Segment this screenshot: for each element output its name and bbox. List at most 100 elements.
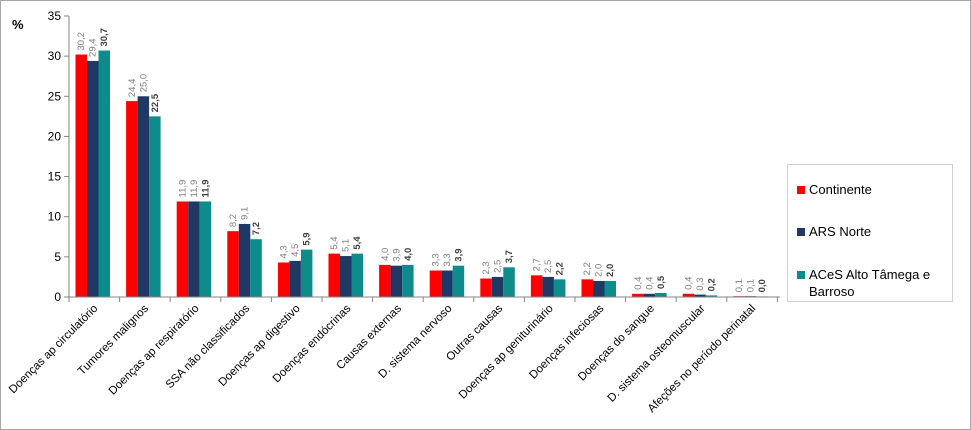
- y-tick-label: 30: [48, 49, 62, 63]
- data-label: 4,5: [290, 244, 301, 257]
- bar: [188, 201, 200, 297]
- data-label: 0,1: [746, 279, 757, 292]
- legend-item-continente: Continente: [797, 181, 949, 198]
- data-label: 2,3: [481, 261, 492, 274]
- legend-label-continente: Continente: [809, 182, 872, 197]
- data-label: 0,3: [695, 277, 706, 290]
- data-label: 11,9: [177, 180, 188, 198]
- y-tick-label: 15: [48, 170, 62, 184]
- data-label: 5,4: [329, 236, 340, 249]
- legend-item-ars-norte: ARS Norte: [797, 223, 949, 240]
- bar: [390, 265, 403, 297]
- data-label: 24,4: [127, 79, 138, 98]
- bar: [655, 292, 667, 297]
- bar: [632, 293, 644, 297]
- bar: [87, 60, 99, 298]
- bar: [277, 262, 290, 297]
- bar: [530, 275, 543, 297]
- data-label: 2,5: [543, 260, 554, 273]
- data-label: 25,0: [138, 74, 149, 93]
- data-label: 3,3: [430, 253, 441, 266]
- bar: [694, 294, 706, 297]
- data-label: 0,4: [644, 277, 655, 290]
- bar: [581, 279, 593, 297]
- y-tick-label: 10: [48, 210, 62, 224]
- bar: [682, 293, 695, 297]
- bar: [289, 260, 301, 297]
- data-label: 2,2: [555, 262, 566, 275]
- data-label: 2,7: [532, 258, 543, 271]
- bar: [238, 223, 251, 297]
- bar: [149, 116, 161, 297]
- bar: [643, 293, 656, 297]
- bar: [75, 54, 87, 298]
- bar: [480, 278, 492, 297]
- data-label: 3,9: [391, 248, 402, 261]
- bars-group: [75, 50, 768, 298]
- data-label: 3,7: [504, 250, 515, 263]
- legend-item-aces: ACeS Alto Tâmega e Barroso: [797, 266, 949, 300]
- bar: [328, 253, 340, 297]
- y-tick-label: 0: [54, 290, 61, 304]
- bar: [300, 249, 313, 297]
- bar: [227, 231, 239, 297]
- x-tick-label: Doenças ap respiratório: [107, 303, 202, 398]
- data-label: 2,0: [594, 264, 605, 277]
- data-labels-group: 30,2 29,430,724,4 25,022,511,9 11,9 11,98,29…: [76, 28, 768, 292]
- bar: [379, 264, 391, 297]
- bar: [705, 295, 718, 297]
- data-label: 0,4: [683, 277, 694, 290]
- bar: [340, 256, 352, 297]
- bar: [250, 239, 262, 297]
- x-tick-label: SSA não classificados: [164, 302, 253, 391]
- legend-label-ars-norte: ARS Norte: [809, 224, 872, 239]
- data-label: 29,4: [88, 38, 99, 57]
- data-label: 5,1: [341, 239, 352, 252]
- bar: [604, 280, 616, 297]
- bar: [98, 50, 110, 297]
- bar: [593, 280, 605, 297]
- data-label: 4,3: [279, 245, 290, 258]
- data-label: 0,2: [706, 278, 717, 291]
- bar: [452, 265, 465, 297]
- bar: [441, 270, 453, 297]
- data-label: 11,9: [189, 180, 200, 198]
- y-tick-label: 20: [48, 129, 62, 143]
- data-label: 9,1: [240, 207, 251, 220]
- legend-swatch-aces: [797, 271, 805, 279]
- data-label: 0,1: [734, 279, 745, 292]
- data-label: 4,0: [403, 248, 414, 261]
- data-label: 0,0: [757, 279, 768, 292]
- bar: [199, 201, 212, 297]
- data-label: 7,2: [251, 222, 262, 235]
- data-label: 11,9: [200, 179, 211, 197]
- bar: [402, 264, 414, 297]
- bar: [126, 101, 138, 297]
- data-label: 0,5: [656, 275, 667, 289]
- data-label: 0,4: [633, 277, 644, 290]
- bar: [351, 253, 363, 297]
- y-tick-label: 35: [48, 9, 62, 23]
- y-axis-label: %: [12, 17, 24, 32]
- data-label: 30,7: [99, 28, 110, 47]
- data-label: 8,2: [228, 214, 239, 227]
- bar: [542, 276, 554, 297]
- data-label: 22,5: [150, 93, 161, 112]
- bar: [429, 270, 442, 297]
- data-label: 3,3: [442, 253, 453, 266]
- x-tick-label: Doenças ap geniturinário: [457, 303, 556, 402]
- bar: [176, 201, 189, 297]
- legend-label-aces: ACeS Alto Tâmega e Barroso: [809, 267, 931, 299]
- legend: Continente ARS Norte ACeS Alto Tâmega e …: [787, 164, 953, 302]
- data-label: 2,2: [582, 262, 593, 275]
- data-label: 2,0: [605, 264, 616, 277]
- bar: [553, 279, 566, 297]
- data-label: 3,9: [453, 248, 464, 261]
- bar: [491, 276, 504, 297]
- data-label: 30,2: [76, 32, 87, 51]
- bar: [137, 96, 150, 298]
- y-tick-label: 5: [54, 250, 61, 264]
- bar: [503, 267, 515, 297]
